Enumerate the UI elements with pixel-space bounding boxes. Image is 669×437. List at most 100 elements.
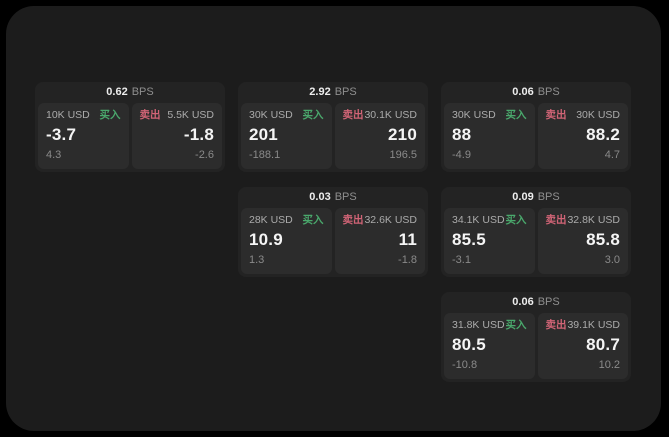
bps-value: 0.62 — [106, 86, 128, 98]
buy-amount: 31.8K USD — [452, 319, 505, 331]
card-header: 0.09 BPS — [444, 187, 628, 208]
buy-panel-top: 30K USD 买入 — [452, 109, 527, 122]
sell-side-label: 卖出 — [545, 319, 567, 331]
card-body: 34.1K USD 买入 85.5 -3.1 卖出 32.8K USD 85.8… — [444, 208, 628, 274]
card-header: 0.03 BPS — [241, 187, 425, 208]
sell-change: -1.8 — [398, 254, 417, 266]
bps-unit-label: BPS — [131, 86, 154, 98]
sell-amount: 32.6K USD — [364, 214, 417, 226]
sell-change: -2.6 — [195, 149, 214, 161]
buy-change: -3.1 — [452, 254, 471, 266]
bps-value: 0.06 — [512, 296, 534, 308]
sell-price: 85.8 — [586, 230, 620, 249]
sell-price: 88.2 — [586, 125, 620, 144]
sell-amount: 30K USD — [576, 109, 620, 121]
buy-amount: 28K USD — [249, 214, 293, 226]
buy-side-label: 买入 — [99, 109, 121, 121]
sell-price: -1.8 — [183, 125, 214, 144]
quote-card: 2.92 BPS 30K USD 买入 201 -188.1 卖出 30.1K … — [238, 82, 428, 172]
buy-panel-top: 30K USD 买入 — [249, 109, 324, 122]
card-body: 30K USD 买入 88 -4.9 卖出 30K USD 88.2 4.7 — [444, 103, 628, 169]
buy-price: 80.5 — [452, 335, 486, 354]
buy-panel[interactable]: 31.8K USD 买入 80.5 -10.8 — [444, 313, 535, 379]
sell-panel-top: 卖出 39.1K USD — [546, 319, 621, 332]
quote-card: 0.06 BPS 30K USD 买入 88 -4.9 卖出 30K USD — [441, 82, 631, 172]
sell-panel-top: 卖出 5.5K USD — [140, 109, 215, 122]
buy-panel-top: 31.8K USD 买入 — [452, 319, 527, 332]
sell-change: 196.5 — [389, 149, 417, 161]
quote-card: 0.03 BPS 28K USD 买入 10.9 1.3 卖出 32.6K US… — [238, 187, 428, 277]
sell-price: 11 — [398, 230, 417, 249]
buy-change: -4.9 — [452, 149, 471, 161]
bps-unit-label: BPS — [334, 86, 357, 98]
bps-value: 0.03 — [309, 191, 331, 203]
sell-change: 4.7 — [604, 149, 620, 161]
buy-amount: 34.1K USD — [452, 214, 505, 226]
sell-panel[interactable]: 卖出 5.5K USD -1.8 -2.6 — [131, 103, 222, 169]
buy-change: -10.8 — [452, 359, 478, 371]
quote-card: 0.09 BPS 34.1K USD 买入 85.5 -3.1 卖出 32.8K… — [441, 187, 631, 277]
buy-panel[interactable]: 30K USD 买入 201 -188.1 — [241, 103, 332, 169]
sell-panel-top: 卖出 32.6K USD — [343, 214, 418, 227]
card-header: 2.92 BPS — [241, 82, 425, 103]
card-header: 0.06 BPS — [444, 292, 628, 313]
buy-amount: 30K USD — [249, 109, 293, 121]
buy-price: 201 — [249, 125, 278, 144]
app-window: 0.62 BPS 10K USD 买入 -3.7 4.3 卖出 5.5K USD — [6, 6, 661, 431]
bps-value: 0.09 — [512, 191, 534, 203]
card-header: 0.06 BPS — [444, 82, 628, 103]
buy-panel-top: 10K USD 买入 — [46, 109, 121, 122]
buy-price: 88 — [452, 125, 472, 144]
buy-side-label: 买入 — [505, 319, 527, 331]
bps-unit-label: BPS — [537, 296, 560, 308]
card-header: 0.62 BPS — [38, 82, 222, 103]
sell-side-label: 卖出 — [342, 214, 364, 226]
card-body: 30K USD 买入 201 -188.1 卖出 30.1K USD 210 1… — [241, 103, 425, 169]
sell-price: 210 — [388, 125, 417, 144]
buy-panel-top: 28K USD 买入 — [249, 214, 324, 227]
buy-panel[interactable]: 34.1K USD 买入 85.5 -3.1 — [444, 208, 535, 274]
buy-amount: 30K USD — [452, 109, 496, 121]
sell-panel[interactable]: 卖出 32.6K USD 11 -1.8 — [334, 208, 425, 274]
sell-side-label: 卖出 — [342, 109, 364, 121]
sell-change: 10.2 — [598, 359, 620, 371]
sell-amount: 30.1K USD — [364, 109, 417, 121]
buy-panel[interactable]: 10K USD 买入 -3.7 4.3 — [38, 103, 129, 169]
buy-panel[interactable]: 28K USD 买入 10.9 1.3 — [241, 208, 332, 274]
card-body: 10K USD 买入 -3.7 4.3 卖出 5.5K USD -1.8 -2.… — [38, 103, 222, 169]
quote-card: 0.62 BPS 10K USD 买入 -3.7 4.3 卖出 5.5K USD — [35, 82, 225, 172]
buy-side-label: 买入 — [505, 109, 527, 121]
sell-panel-top: 卖出 32.8K USD — [546, 214, 621, 227]
bps-unit-label: BPS — [334, 191, 357, 203]
sell-side-label: 卖出 — [545, 109, 567, 121]
sell-panel[interactable]: 卖出 32.8K USD 85.8 3.0 — [537, 208, 628, 274]
bps-unit-label: BPS — [537, 191, 560, 203]
buy-side-label: 买入 — [302, 214, 324, 226]
sell-panel[interactable]: 卖出 30.1K USD 210 196.5 — [334, 103, 425, 169]
buy-panel-top: 34.1K USD 买入 — [452, 214, 527, 227]
sell-panel[interactable]: 卖出 39.1K USD 80.7 10.2 — [537, 313, 628, 379]
buy-change: 4.3 — [46, 149, 62, 161]
bps-value: 0.06 — [512, 86, 534, 98]
bps-unit-label: BPS — [537, 86, 560, 98]
sell-change: 3.0 — [604, 254, 620, 266]
buy-price: -3.7 — [46, 125, 77, 144]
buy-panel[interactable]: 30K USD 买入 88 -4.9 — [444, 103, 535, 169]
buy-change: 1.3 — [249, 254, 265, 266]
quote-grid: 0.62 BPS 10K USD 买入 -3.7 4.3 卖出 5.5K USD — [35, 82, 631, 382]
sell-amount: 5.5K USD — [167, 109, 214, 121]
buy-amount: 10K USD — [46, 109, 90, 121]
buy-side-label: 买入 — [505, 214, 527, 226]
buy-price: 10.9 — [249, 230, 283, 249]
quote-card: 0.06 BPS 31.8K USD 买入 80.5 -10.8 卖出 39.1… — [441, 292, 631, 382]
sell-side-label: 卖出 — [545, 214, 567, 226]
buy-price: 85.5 — [452, 230, 486, 249]
sell-side-label: 卖出 — [139, 109, 161, 121]
sell-amount: 32.8K USD — [567, 214, 620, 226]
sell-panel[interactable]: 卖出 30K USD 88.2 4.7 — [537, 103, 628, 169]
card-body: 28K USD 买入 10.9 1.3 卖出 32.6K USD 11 -1.8 — [241, 208, 425, 274]
buy-change: -188.1 — [249, 149, 281, 161]
sell-panel-top: 卖出 30.1K USD — [343, 109, 418, 122]
bps-value: 2.92 — [309, 86, 331, 98]
sell-panel-top: 卖出 30K USD — [546, 109, 621, 122]
